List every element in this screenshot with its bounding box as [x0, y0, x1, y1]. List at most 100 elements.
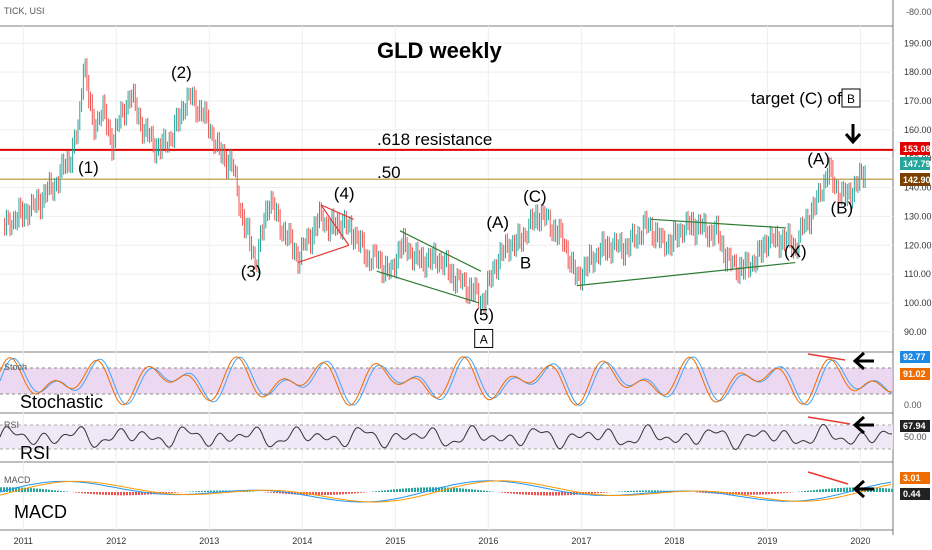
rsi-mid: 50.00 — [904, 432, 927, 442]
macd-bar — [660, 490, 662, 492]
macd-signal-line — [0, 480, 892, 503]
macd-bar — [768, 492, 770, 495]
macd-bar — [3, 487, 5, 492]
resistance-label: .618 resistance — [377, 130, 492, 149]
macd-bar — [411, 487, 413, 492]
macd-bar — [702, 492, 704, 493]
macd-bar — [33, 488, 35, 492]
macd-bar — [0, 487, 2, 492]
left-arrow-icons — [852, 351, 874, 499]
macd-bar — [336, 492, 338, 495]
macd-bar — [765, 492, 767, 495]
macd-bar — [426, 487, 428, 492]
macd-bar — [312, 492, 314, 496]
macd-bar — [621, 491, 623, 492]
macd-short: MACD — [4, 475, 31, 485]
macd-bar — [519, 492, 521, 495]
macd-bar — [174, 492, 176, 493]
macd-bar — [759, 492, 761, 495]
macd-bar — [603, 492, 605, 493]
macd-bar — [345, 492, 347, 495]
y-tick-label: 110.00 — [904, 269, 931, 279]
macd-bar — [843, 487, 845, 492]
macd-bar — [297, 492, 299, 495]
macd-bar — [477, 489, 479, 492]
macd-bar — [15, 487, 17, 492]
macd-bar — [333, 492, 335, 495]
macd-bar — [216, 490, 218, 492]
macd-bar — [537, 492, 539, 496]
macd-bar — [846, 487, 848, 492]
macd-bar — [750, 492, 752, 495]
macd-bar — [6, 487, 8, 492]
price-badges: 153.08 147.79 142.90 92.77 91.02 0.00 67… — [900, 142, 931, 500]
macd-bar — [531, 492, 533, 496]
macd-bar — [882, 488, 884, 492]
macd-bar — [429, 487, 431, 492]
macd-bar — [201, 490, 203, 492]
macd-bar — [321, 492, 323, 496]
macd-bar — [42, 489, 44, 492]
macd-bar — [360, 492, 362, 493]
macd-bar — [840, 487, 842, 492]
macd-bar — [801, 491, 803, 492]
badge-stoch-k: 92.77 — [903, 352, 926, 362]
macd-bar — [219, 490, 221, 492]
macd-bar — [510, 492, 512, 494]
down-arrow-icon — [844, 124, 862, 145]
macd-bar — [543, 492, 545, 496]
macd-bar — [762, 492, 764, 495]
macd-bar — [144, 492, 146, 495]
rsi-line — [0, 423, 893, 451]
x-tick-label: 2013 — [199, 536, 219, 546]
macd-bar — [516, 492, 518, 495]
macd-bar — [834, 488, 836, 492]
macd-bar — [642, 490, 644, 492]
y-tick-label: 130.00 — [904, 211, 932, 221]
macd-bar — [375, 491, 377, 492]
macd-bar — [114, 492, 116, 496]
macd-bar — [165, 492, 167, 494]
symbol-label: TICK, USI — [4, 6, 45, 16]
macd-bar — [837, 488, 839, 492]
macd-bar — [810, 490, 812, 492]
macd-bar — [504, 492, 506, 493]
y-tick-label: 160.00 — [904, 125, 932, 135]
trend-line — [576, 261, 796, 287]
macd-bar — [741, 492, 743, 495]
macd-bar — [105, 492, 107, 495]
macd-bar — [63, 491, 65, 492]
price-series — [4, 58, 866, 315]
macd-bar — [126, 492, 128, 496]
macd-bar — [885, 488, 887, 492]
macd-bar — [213, 490, 215, 492]
macd-bar — [204, 490, 206, 492]
macd-bar — [630, 490, 632, 492]
macd-bar — [276, 492, 278, 494]
macd-bar — [816, 489, 818, 492]
macd-bar — [399, 488, 401, 492]
wave-labels: (1) (2) (3) (4) (5) (A) B (C) (X) (A) (B) A — [78, 63, 853, 348]
macd-bar — [480, 490, 482, 492]
x-tick-label: 2015 — [385, 536, 405, 546]
trend-line — [376, 270, 480, 304]
macd-bar — [120, 492, 122, 496]
macd-bar — [138, 492, 140, 496]
macd-bar — [813, 490, 815, 492]
macd-bar — [168, 492, 170, 494]
macd-bar — [891, 488, 893, 492]
macd-bar — [318, 492, 320, 496]
macd-bar — [471, 489, 473, 492]
y-axis-labels: 90.00100.00110.00120.00130.00140.00150.0… — [904, 38, 932, 336]
macd-bar — [45, 489, 47, 492]
macd-bar — [450, 487, 452, 492]
macd-bar — [825, 488, 827, 492]
macd-bar — [102, 492, 104, 495]
stoch-line — [0, 356, 893, 406]
x-tick-label: 2018 — [664, 536, 684, 546]
macd-bar — [96, 492, 98, 495]
x-tick-label: 2019 — [757, 536, 777, 546]
macd-bar — [534, 492, 536, 496]
macd-bar — [501, 492, 503, 493]
